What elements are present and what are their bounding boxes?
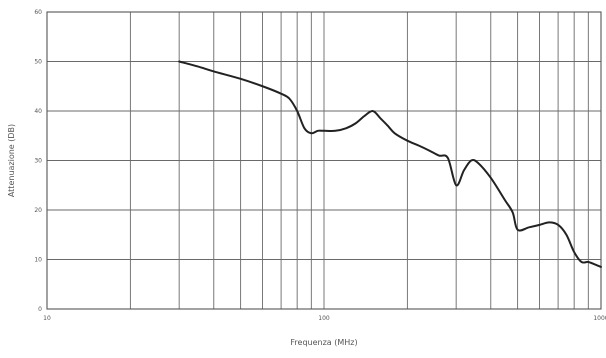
x-tick-label: 10 [43, 315, 51, 322]
y-tick-label: 50 [34, 59, 42, 66]
grid [47, 12, 601, 309]
x-axis-label: Frequenza (MHz) [290, 338, 357, 347]
y-tick-label: 20 [34, 207, 42, 214]
y-tick-label: 10 [34, 257, 42, 264]
x-tick-label: 1000 [593, 315, 606, 322]
y-tick-label: 60 [34, 9, 42, 16]
y-tick-label: 0 [38, 306, 42, 313]
y-tick-label: 40 [34, 108, 42, 115]
tick-labels: 0102030405060101001000 [34, 9, 606, 322]
x-tick-label: 100 [318, 315, 330, 322]
y-tick-label: 30 [34, 158, 42, 165]
series-line [179, 62, 601, 267]
y-axis-label: Attenuazione (DB) [7, 124, 16, 197]
